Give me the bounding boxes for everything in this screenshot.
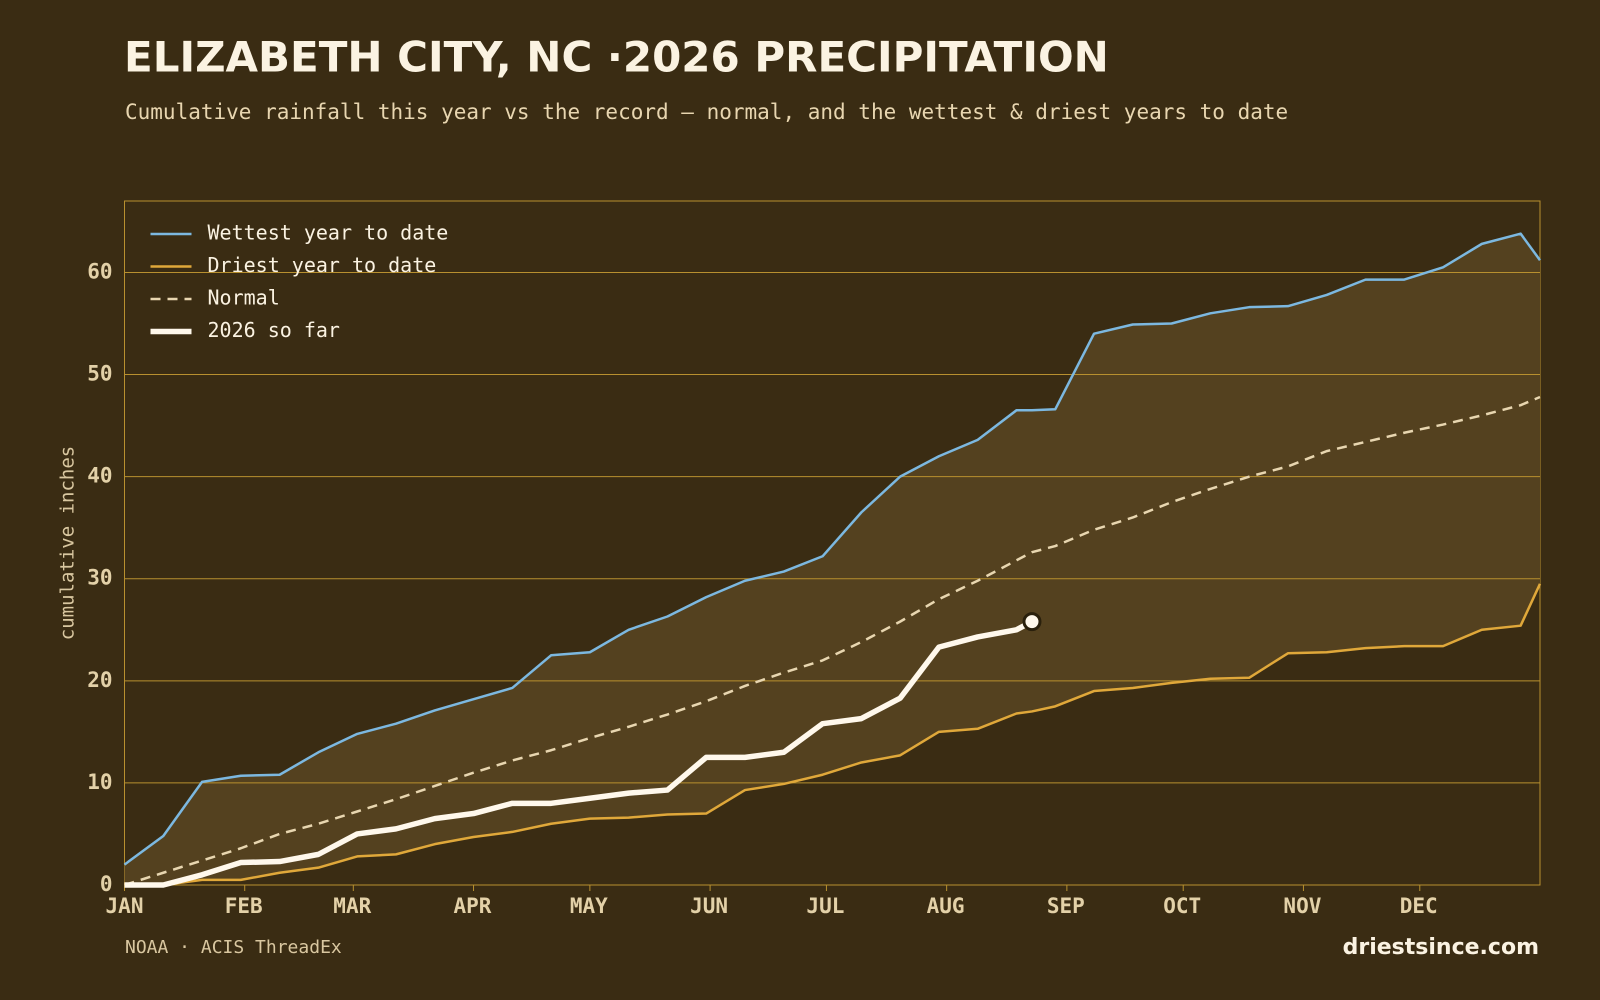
legend-label: 2026 so far (208, 318, 340, 342)
y-tick-label: 20 (87, 668, 112, 692)
series-line (124, 395, 1541, 887)
y-tick-label: 0 (100, 872, 113, 896)
y-tick-label: 50 (87, 362, 112, 386)
y-tick-label: 40 (87, 464, 112, 488)
x-tick-label: JUL (806, 894, 844, 918)
plot: 0 10 20 30 40 50 60 JAN FEB MAR APR MAY JUN JUL AUG SEP… (87, 200, 1542, 918)
x-tick-label: JAN (106, 894, 144, 918)
range-band (124, 233, 1540, 886)
y-tick-label: 10 (87, 770, 112, 794)
y-tick-label: 30 (87, 566, 112, 590)
x-tick-label: OCT (1163, 894, 1201, 918)
chart-title: ELIZABETH CITY, NC ·2026 PRECIPITATION (124, 33, 1109, 82)
x-tick-label: MAR (333, 894, 371, 918)
series-line (123, 232, 1542, 866)
x-tick-label: MAY (570, 894, 608, 918)
y-tick-label: 60 (87, 259, 112, 283)
series-line (124, 619, 1034, 888)
series-line (124, 583, 1542, 887)
x-tick-label: JUN (690, 894, 728, 918)
x-tick-label: SEP (1047, 894, 1085, 918)
legend-label: Driest year to date (208, 253, 437, 277)
chart-subtitle: Cumulative rainfall this year vs the rec… (125, 100, 1288, 124)
x-tick-label: NOV (1283, 894, 1321, 918)
x-tick-label: DEC (1400, 894, 1438, 918)
legend-label: Wettest year to date (208, 221, 449, 245)
y-axis-label: cumulative inches (57, 446, 79, 640)
end-point (1022, 612, 1042, 632)
brand: driestsince.com (1343, 935, 1539, 960)
x-tick-label: APR (454, 894, 492, 918)
x-tick-label: AUG (927, 894, 965, 918)
legend-label: Normal (208, 286, 280, 310)
x-tick-label: FEB (225, 894, 263, 918)
source: NOAA · ACIS ThreadEx (125, 937, 342, 958)
